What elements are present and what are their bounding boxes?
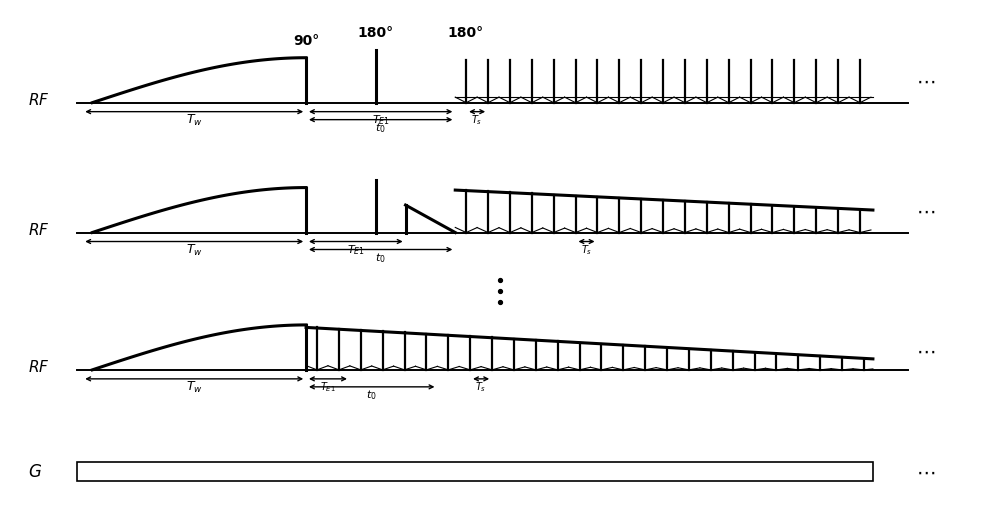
Text: $\cdots$: $\cdots$ <box>916 202 935 221</box>
Text: $t_0$: $t_0$ <box>366 388 377 402</box>
Bar <box>77 462 873 481</box>
Text: $t_0$: $t_0$ <box>375 121 386 135</box>
Text: $\cdots$: $\cdots$ <box>916 462 935 481</box>
Text: $T_s$: $T_s$ <box>475 380 487 394</box>
Text: $T_{E1}$: $T_{E1}$ <box>320 380 336 394</box>
Text: $\cdots$: $\cdots$ <box>916 72 935 91</box>
Text: 180°: 180° <box>358 26 394 40</box>
Text: $T_w$: $T_w$ <box>186 380 203 395</box>
Text: 180°: 180° <box>447 26 483 40</box>
Text: $T_{E1}$: $T_{E1}$ <box>347 243 365 257</box>
Text: $\mathit{G}$: $\mathit{G}$ <box>28 463 42 481</box>
Text: $T_w$: $T_w$ <box>186 113 203 128</box>
Text: $\cdots$: $\cdots$ <box>916 341 935 360</box>
Text: $\mathit{RF}$: $\mathit{RF}$ <box>28 360 49 375</box>
Text: $t_0$: $t_0$ <box>375 251 386 265</box>
Text: $T_w$: $T_w$ <box>186 243 203 258</box>
Text: $T_s$: $T_s$ <box>471 113 483 127</box>
Text: $T_s$: $T_s$ <box>581 243 592 257</box>
Text: $T_{E1}$: $T_{E1}$ <box>372 113 390 127</box>
Text: 90°: 90° <box>293 34 319 48</box>
Text: $\mathit{RF}$: $\mathit{RF}$ <box>28 222 49 238</box>
Text: $\mathit{RF}$: $\mathit{RF}$ <box>28 92 49 108</box>
